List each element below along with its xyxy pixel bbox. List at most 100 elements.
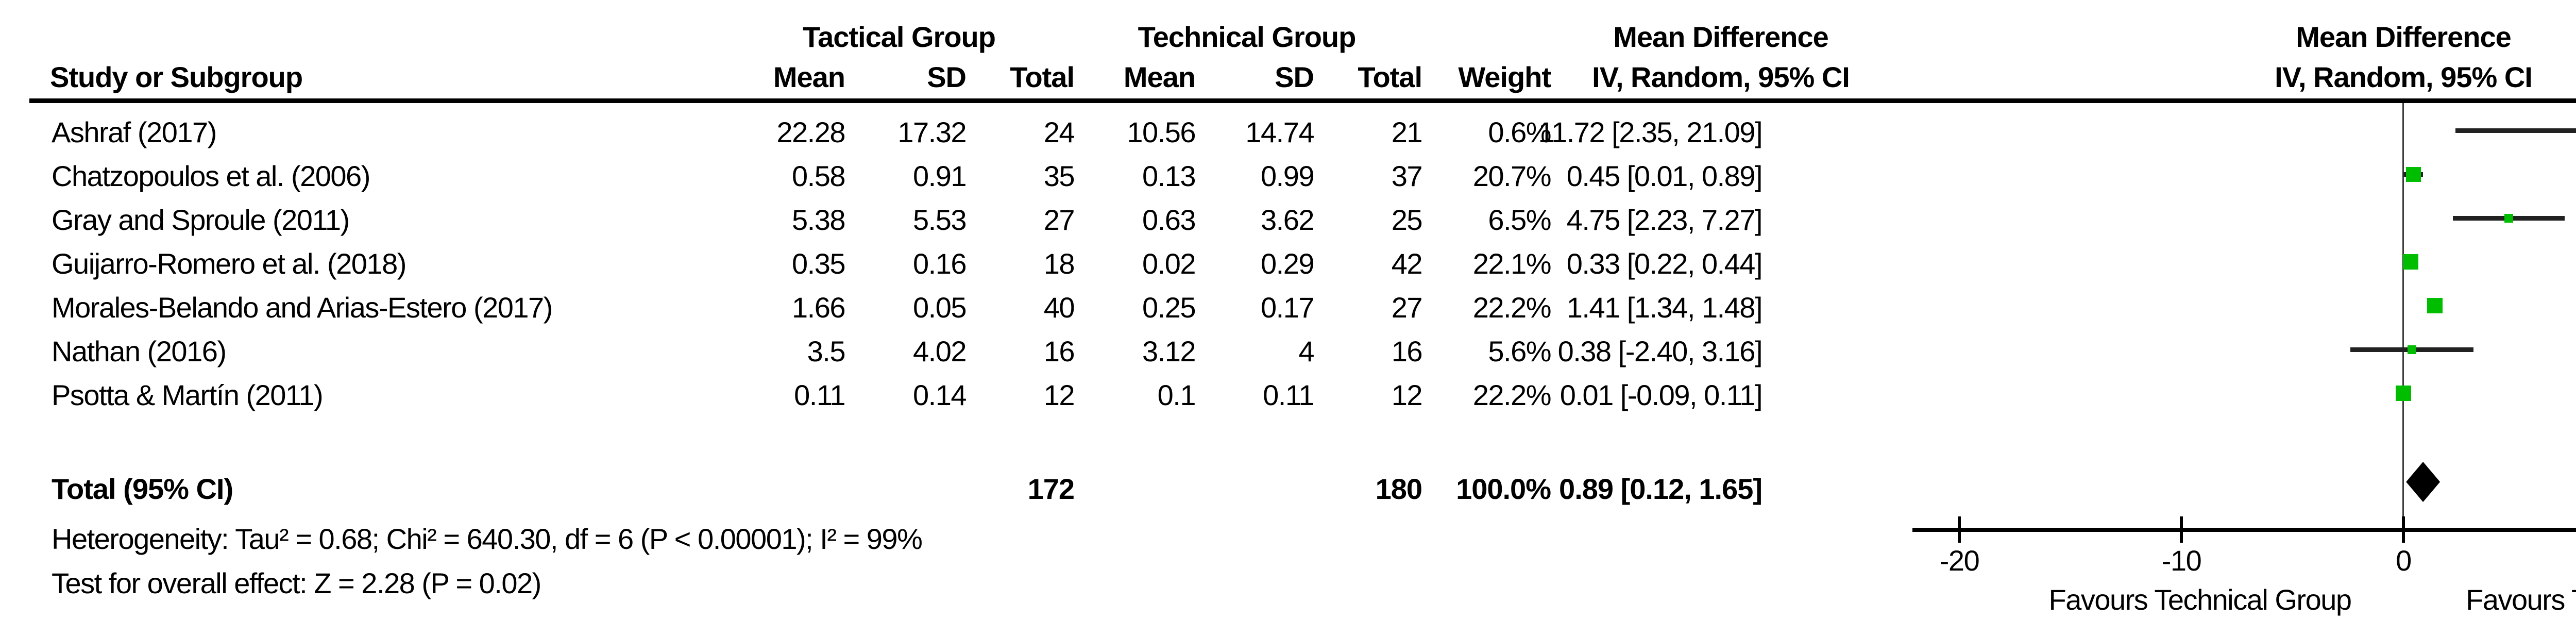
technical-total-cell: 42 (1391, 247, 1423, 280)
axis-tick (1958, 516, 1961, 543)
tactical-sd-cell: 5.53 (913, 204, 967, 236)
tactical-mean-cell: 22.28 (776, 116, 845, 148)
technical-mean-cell: 0.02 (1142, 247, 1196, 280)
study-name: Psotta & Martín (2011) (52, 379, 324, 411)
tactical-sd-cell: 0.14 (913, 379, 967, 411)
total-ci-text: 0.89 [0.12, 1.65] (1559, 473, 1762, 505)
study-name: Guijarro-Romero et al. (2018) (52, 247, 406, 280)
effect-square-marker (2504, 213, 2514, 223)
effect-square-marker (2405, 166, 2421, 182)
tactical-mean-cell: 1.66 (792, 291, 846, 324)
tactical-mean-cell: 5.38 (792, 204, 846, 236)
technical-group-header: Technical Group (1138, 21, 1357, 53)
tactical-total-cell: 40 (1043, 291, 1075, 324)
effect-square-marker (2396, 386, 2412, 401)
ci-text-cell: 0.01 [-0.09, 0.11] (1560, 379, 1763, 411)
axis-tick (2180, 516, 2183, 543)
ci-text-cell: 0.33 [0.22, 0.44] (1566, 247, 1763, 280)
study-column-header: Study or Subgroup (50, 61, 303, 93)
study-name: Nathan (2016) (52, 335, 227, 367)
axis-tick (2402, 516, 2405, 543)
tactical-sd-cell: 0.91 (913, 160, 967, 192)
mean-difference-column-subtitle: IV, Random, 95% CI (1592, 61, 1850, 93)
tactical-total-cell: 18 (1043, 247, 1075, 280)
technical-total-cell: 12 (1391, 379, 1423, 411)
technical-total-cell: 27 (1391, 291, 1423, 324)
ci-text-cell: 0.45 [0.01, 0.89] (1566, 160, 1763, 192)
weight-cell: 0.6% (1488, 116, 1551, 148)
tactical-mean-cell: 3.5 (807, 335, 846, 367)
tactical-group-header: Tactical Group (803, 21, 996, 53)
sub-column-header: Total (1358, 61, 1422, 93)
axis-tick-label: -10 (2161, 544, 2202, 577)
tactical-sd-cell: 0.05 (913, 291, 967, 324)
axis-tick-label: 10 (2574, 544, 2576, 577)
study-name: Morales-Belando and Arias-Estero (2017) (52, 291, 553, 324)
tactical-sd-cell: 4.02 (913, 335, 967, 367)
sub-column-header: SD (927, 61, 967, 93)
sub-column-header: Mean (773, 61, 845, 93)
tactical-total-cell: 35 (1043, 160, 1075, 192)
axis-tick-label: -20 (1939, 544, 1980, 577)
effect-square-marker (2403, 254, 2419, 270)
technical-mean-cell: 0.13 (1142, 160, 1196, 192)
weight-cell: 22.1% (1472, 247, 1552, 280)
tactical-sd-cell: 17.32 (897, 116, 967, 148)
technical-sd-cell: 3.62 (1261, 204, 1315, 236)
study-name: Ashraf (2017) (52, 116, 217, 148)
sub-column-header: Total (1010, 61, 1075, 93)
study-name: Gray and Sproule (2011) (52, 204, 350, 236)
tactical-total-cell: 24 (1043, 116, 1075, 148)
tactical-total-cell: 16 (1043, 335, 1075, 367)
total-effect-diamond (2406, 462, 2441, 502)
ci-text-cell: 0.38 [-2.40, 3.16] (1557, 335, 1763, 367)
study-name: Chatzopoulos et al. (2006) (52, 160, 370, 192)
favours-right-label: Favours Tactical Group (2466, 583, 2576, 616)
weight-cell: 6.5% (1488, 204, 1551, 236)
tactical-total-cell: 27 (1043, 204, 1075, 236)
heterogeneity-stats: Heterogeneity: Tau² = 0.68; Chi² = 640.3… (52, 523, 923, 555)
technical-mean-cell: 3.12 (1142, 335, 1196, 367)
technical-sd-cell: 0.29 (1261, 247, 1315, 280)
x-axis-line (1912, 528, 2576, 532)
tactical-sd-cell: 0.16 (913, 247, 967, 280)
favours-left-label: Favours Technical Group (2048, 583, 2352, 616)
technical-total-cell: 25 (1391, 204, 1423, 236)
total-row-label: Total (95% CI) (52, 473, 233, 505)
ci-line (2455, 128, 2576, 133)
mean-difference-column-title: Mean Difference (1613, 21, 1829, 53)
total-weight: 100.0% (1456, 473, 1551, 505)
ci-text-cell: 1.41 [1.34, 1.48] (1566, 291, 1763, 324)
tactical-mean-cell: 0.11 (794, 379, 845, 411)
weight-cell: 5.6% (1488, 335, 1551, 367)
ci-text-cell: 4.75 [2.23, 7.27] (1566, 204, 1763, 236)
effect-square-marker (2407, 345, 2416, 354)
tactical-mean-cell: 0.35 (792, 247, 846, 280)
technical-mean-cell: 0.1 (1157, 379, 1196, 411)
overall-effect-test: Test for overall effect: Z = 2.28 (P = 0… (52, 567, 541, 599)
weight-cell: 22.2% (1472, 379, 1552, 411)
total-tactical-n: 172 (1027, 473, 1075, 505)
technical-total-cell: 21 (1391, 116, 1423, 148)
effect-square-marker (2427, 298, 2443, 313)
axis-tick-label: 0 (2396, 544, 2412, 577)
tactical-mean-cell: 0.58 (792, 160, 846, 192)
technical-mean-cell: 0.25 (1142, 291, 1196, 324)
tactical-total-cell: 12 (1043, 379, 1075, 411)
weight-column-header: Weight (1458, 61, 1551, 93)
plot-title: Mean Difference (2296, 21, 2512, 53)
header-rule (29, 98, 2576, 103)
technical-mean-cell: 10.56 (1127, 116, 1196, 148)
sub-column-header: Mean (1123, 61, 1196, 93)
technical-total-cell: 16 (1391, 335, 1423, 367)
technical-total-cell: 37 (1391, 160, 1423, 192)
technical-mean-cell: 0.63 (1142, 204, 1196, 236)
technical-sd-cell: 0.17 (1261, 291, 1315, 324)
zero-reference-line (2402, 103, 2404, 531)
technical-sd-cell: 4 (1298, 335, 1314, 367)
technical-sd-cell: 0.99 (1261, 160, 1315, 192)
plot-subtitle: IV, Random, 95% CI (2275, 61, 2533, 93)
weight-cell: 20.7% (1472, 160, 1552, 192)
total-technical-n: 180 (1375, 473, 1422, 505)
